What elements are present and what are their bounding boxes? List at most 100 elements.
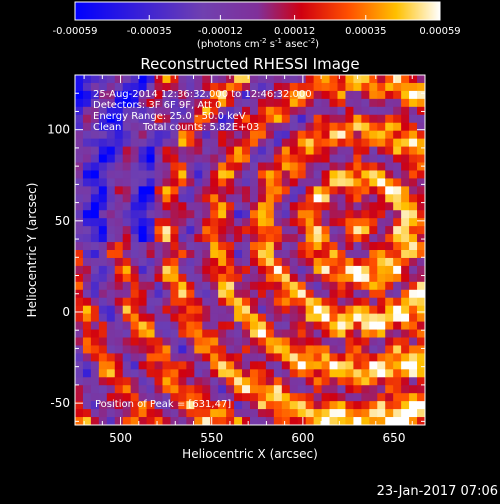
heatmap-cell [226, 305, 235, 315]
heatmap-cell [210, 218, 219, 227]
heatmap-cell [178, 106, 187, 116]
heatmap-cell [417, 170, 425, 180]
heatmap-cell [377, 401, 386, 410]
heatmap-cell [194, 369, 203, 378]
heatmap-cell [130, 313, 140, 323]
heatmap-cell [385, 329, 394, 339]
heatmap-cell [337, 369, 347, 378]
heatmap-cell [377, 281, 386, 291]
heatmap-cell [289, 242, 299, 251]
heatmap-cell [75, 75, 84, 84]
heatmap-cell [417, 385, 425, 394]
heatmap-cell [186, 273, 195, 283]
x-tick-label: 650 [383, 431, 406, 445]
heatmap-cell [186, 202, 195, 211]
heatmap-cell [122, 321, 132, 331]
y-tick-label: 0 [62, 305, 70, 319]
heatmap-cell [361, 170, 370, 180]
heatmap-cell [337, 289, 347, 299]
heatmap-cell [218, 114, 227, 124]
heatmap-cell [122, 146, 132, 156]
heatmap-cell [178, 202, 187, 211]
heatmap-cell [361, 313, 370, 323]
heatmap-cell [281, 289, 291, 299]
heatmap-cell [257, 417, 267, 425]
heatmap-cell [297, 138, 307, 148]
heatmap-cell [321, 242, 331, 251]
heatmap-cell [138, 146, 148, 156]
heatmap-cell [90, 98, 100, 108]
heatmap-cell [361, 98, 370, 108]
heatmap-cell [98, 194, 108, 203]
heatmap-cell [146, 289, 156, 299]
heatmap-cell [409, 154, 418, 164]
heatmap-cell [377, 154, 386, 164]
heatmap-cell [82, 257, 92, 267]
heatmap-cell [138, 122, 148, 132]
heatmap-cell [385, 417, 394, 425]
heatmap-cell [313, 353, 323, 362]
heatmap-cell [250, 202, 259, 211]
heatmap-cell [82, 297, 92, 307]
heatmap-cell [329, 178, 339, 187]
heatmap-cell [305, 345, 315, 355]
heatmap-cell [281, 401, 291, 410]
heatmap-cell [130, 194, 140, 203]
heatmap-cell [226, 194, 235, 203]
heatmap-cell [234, 409, 243, 418]
heatmap-cell [114, 194, 124, 203]
heatmap-cell [273, 313, 283, 323]
heatmap-cell [369, 377, 378, 386]
heatmap-cell [337, 281, 347, 291]
heatmap-cell [250, 401, 259, 410]
heatmap-cell [162, 162, 172, 172]
heatmap-cell [257, 409, 267, 418]
heatmap-cell [194, 186, 203, 195]
heatmap-cell [313, 90, 323, 100]
heatmap-cell [154, 194, 164, 203]
heatmap-cell [210, 401, 219, 410]
heatmap-cell [305, 281, 315, 291]
heatmap-cell [130, 178, 140, 187]
heatmap-cell [353, 186, 362, 195]
heatmap-cell [146, 409, 156, 418]
heatmap-cell [321, 82, 331, 92]
heatmap-cell [281, 321, 291, 331]
heatmap-cell [377, 234, 386, 243]
heatmap-cell [321, 409, 331, 418]
heatmap-cell [401, 242, 410, 251]
heatmap-cell [114, 305, 124, 315]
heatmap-cell [170, 82, 180, 92]
heatmap-cell [82, 234, 92, 243]
heatmap-cell [114, 289, 124, 299]
heatmap-cell [178, 218, 187, 227]
heatmap-cell [98, 273, 108, 283]
heatmap-cell [385, 305, 394, 315]
heatmap-cell [417, 194, 425, 203]
heatmap-cell [329, 170, 339, 180]
heatmap-cell [234, 210, 243, 219]
heatmap-cell [242, 98, 251, 108]
heatmap-cell [337, 377, 347, 386]
heatmap-cell [186, 377, 195, 386]
heatmap-cell [345, 202, 355, 211]
heatmap-cell [114, 154, 124, 164]
heatmap-cell [409, 289, 418, 299]
heatmap-cell [75, 305, 84, 315]
heatmap-cell [122, 393, 132, 402]
heatmap-cell [417, 82, 425, 92]
heatmap-cell [265, 210, 275, 219]
heatmap-cell [98, 186, 108, 195]
annotation-detectors: Detectors: 3F 6F 9F, Att 0 [93, 100, 221, 111]
heatmap-cell [369, 313, 378, 323]
heatmap-cell [98, 297, 108, 307]
heatmap-cell [130, 162, 140, 172]
heatmap-cell [210, 337, 219, 347]
heatmap-cell [321, 170, 331, 180]
heatmap-cell [401, 234, 410, 243]
heatmap-cell [106, 297, 116, 307]
heatmap-cell [194, 321, 203, 331]
heatmap-cell [114, 90, 124, 100]
heatmap-cell [138, 417, 148, 425]
heatmap-cell [75, 114, 84, 124]
